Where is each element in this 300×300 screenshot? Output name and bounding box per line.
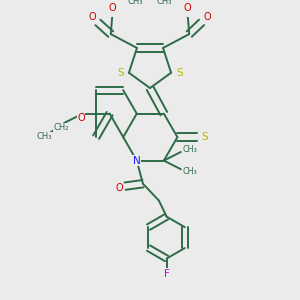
Text: N: N (133, 156, 141, 166)
Text: CH₃: CH₃ (128, 0, 143, 6)
Text: CH₃: CH₃ (36, 132, 52, 141)
Text: S: S (117, 68, 124, 78)
Text: O: O (184, 3, 191, 13)
Text: S: S (202, 132, 208, 142)
Text: O: O (77, 113, 85, 123)
Text: CH₂: CH₂ (53, 123, 69, 132)
Text: CH₃: CH₃ (182, 167, 197, 176)
Text: O: O (115, 183, 123, 193)
Text: O: O (203, 12, 211, 22)
Text: O: O (109, 3, 116, 13)
Text: O: O (88, 12, 96, 22)
Text: CH₃: CH₃ (157, 0, 172, 6)
Text: F: F (164, 269, 169, 279)
Text: CH₃: CH₃ (182, 145, 197, 154)
Text: S: S (176, 68, 183, 78)
